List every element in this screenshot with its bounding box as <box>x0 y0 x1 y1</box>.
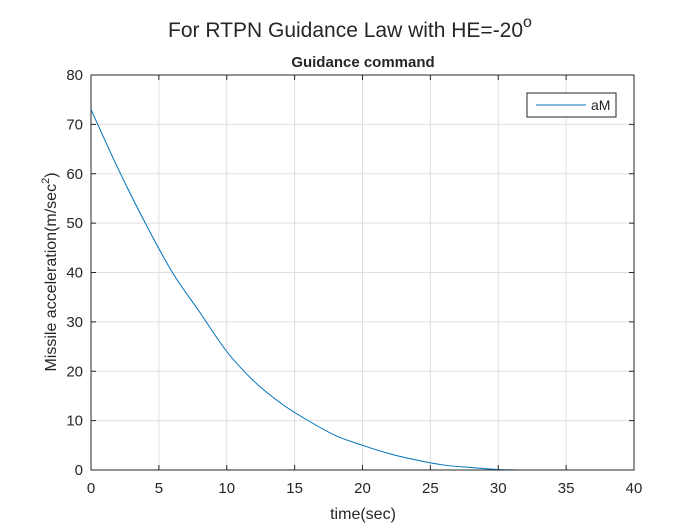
x-tick-label: 15 <box>286 480 303 497</box>
x-tick-label: 25 <box>422 480 439 497</box>
y-tick-label: 20 <box>66 363 83 380</box>
y-tick-label: 80 <box>66 67 83 84</box>
x-tick-label: 0 <box>87 480 95 497</box>
y-tick-label: 10 <box>66 413 83 430</box>
figure-title: For RTPN Guidance Law with HE=-20o <box>168 14 532 42</box>
y-tick-label: 30 <box>66 314 83 331</box>
x-tick-label: 5 <box>155 480 163 497</box>
y-tick-label: 70 <box>66 116 83 133</box>
x-tick-label: 20 <box>354 480 371 497</box>
y-tick-label: 50 <box>66 215 83 232</box>
legend-label-aM: aM <box>591 97 610 113</box>
legend: aM <box>526 92 617 118</box>
x-tick-label: 35 <box>558 480 575 497</box>
y-tick-label: 40 <box>66 265 83 282</box>
x-tick-labels: 0 5 10 15 20 25 30 35 40 <box>87 480 643 497</box>
x-tick-label: 30 <box>490 480 507 497</box>
tick-marks <box>90 74 635 471</box>
y-axis-label: Missile acceleration(m/sec2) <box>40 172 60 371</box>
x-tick-label: 40 <box>626 480 643 497</box>
x-axis-label: time(sec) <box>330 506 396 523</box>
plot-area: 0 5 10 15 20 25 30 35 40 0 10 20 30 40 50 60 70 80 <box>66 67 642 497</box>
y-tick-label: 60 <box>66 166 83 183</box>
x-tick-label: 10 <box>218 480 235 497</box>
chart-title: Guidance command <box>291 54 434 71</box>
y-tick-labels: 0 10 20 30 40 50 60 70 80 <box>66 67 83 479</box>
y-tick-label: 0 <box>75 462 83 479</box>
